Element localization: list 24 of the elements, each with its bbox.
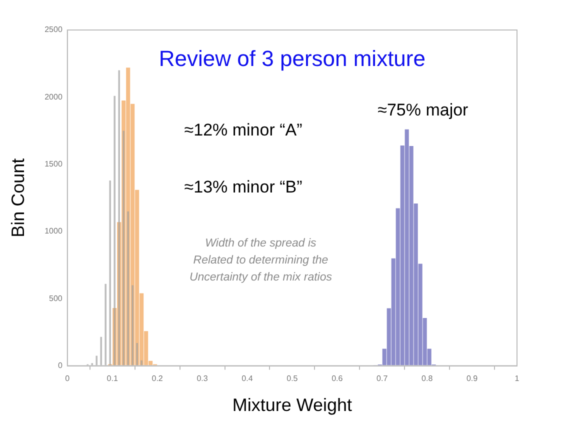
y-tick-label: 0 <box>58 361 63 370</box>
x-tick-label: 0.7 <box>376 374 388 383</box>
x-tick-label: 0.9 <box>466 374 478 383</box>
y-axis-title: Bin Count <box>8 158 28 238</box>
y-tick-label: 2000 <box>44 92 63 102</box>
annotation: ≈12% minor “A” <box>184 120 303 140</box>
y-tick-label: 500 <box>49 294 63 303</box>
y-tick-label: 1000 <box>44 226 63 236</box>
annotation: ≈13% minor “B” <box>184 178 303 197</box>
x-tick-label: 0.6 <box>332 374 344 383</box>
x-axis-title: Mixture Weight <box>232 395 352 416</box>
x-tick-label: 0.4 <box>242 374 254 383</box>
x-tick-label: 0 <box>65 374 70 383</box>
y-tick-label: 1500 <box>44 160 63 169</box>
x-tick-label: 0.2 <box>152 374 164 383</box>
annotation: Width of the spread is Related to determining the Uncertainty of the mix ratios <box>189 237 332 284</box>
y-tick-label: 2500 <box>44 25 63 34</box>
annotation: ≈75% major <box>378 100 469 120</box>
x-tick-label: 0.5 <box>286 374 298 383</box>
text: Review of 3 person mixture <box>158 46 426 72</box>
x-tick-label: 0.3 <box>196 374 208 383</box>
x-tick-label: 0.1 <box>106 374 118 383</box>
x-tick-label: 0.8 <box>422 374 434 383</box>
x-tick-label: 1 <box>514 374 520 383</box>
